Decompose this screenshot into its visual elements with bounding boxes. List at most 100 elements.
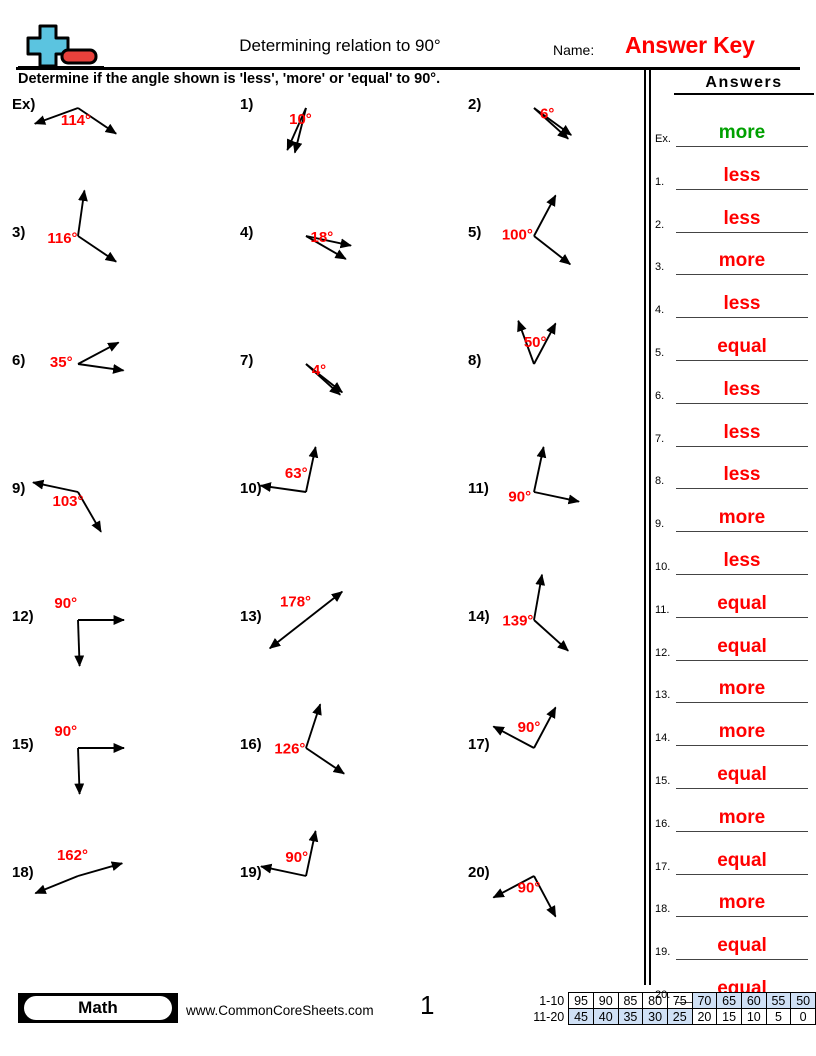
page-footer: Math www.CommonCoreSheets.com 1 1-10 95 90… <box>0 990 816 1056</box>
problem-grid: Ex) 114° 1) 10° 2) 6° 3) 116° 4) 18° 5) 100° 6) 35° 7)… <box>0 88 644 968</box>
answer-value: more <box>718 892 766 914</box>
answer-row-number: 2. <box>655 218 665 231</box>
answer-row-number: 8. <box>655 475 665 488</box>
angle-figure: 63° <box>259 446 442 586</box>
answer-blank-line <box>676 231 808 233</box>
answer-value: more <box>718 122 766 143</box>
problem-item: 6) 35° <box>8 341 218 472</box>
problem-item: 11) 90° <box>464 446 674 600</box>
angle-measure-label: 4° <box>312 362 326 379</box>
answer-value: more <box>718 806 766 828</box>
answer-blank-line <box>676 317 808 319</box>
answer-row: 17. equal <box>652 832 814 875</box>
answer-row-number: 15. <box>655 775 671 787</box>
answer-row-number: 12. <box>655 646 671 659</box>
angle-figure: 90° <box>492 706 670 842</box>
answer-value: less <box>723 550 761 571</box>
answer-value: equal <box>717 935 767 957</box>
answer-blank-line <box>676 702 808 704</box>
page-number: 1 <box>420 990 435 1020</box>
answer-value: equal <box>717 849 767 871</box>
page-title: Determining relation to 90° <box>239 36 441 55</box>
scale-cell: 45 <box>568 1008 594 1025</box>
angle-measure-label: 50° <box>524 334 547 351</box>
subject-badge-label: Math <box>24 996 172 1020</box>
answers-column: Answers Ex. more 1. less 2. less 3. more 4. less 5… <box>652 70 816 1003</box>
problem-number: 8) <box>468 352 482 369</box>
answer-blank-line <box>676 445 808 447</box>
scale-cell: 0 <box>790 1008 816 1025</box>
answer-row-number: 11. <box>655 603 670 616</box>
answer-value: equal <box>717 336 767 357</box>
answer-row: 13. more <box>652 660 814 704</box>
angle-figure: 90° <box>44 594 214 714</box>
angle-figure: 162° <box>34 847 214 970</box>
scale-cell: 30 <box>642 1008 668 1025</box>
answer-blank-line <box>676 274 808 276</box>
answer-value: less <box>723 464 761 486</box>
problem-item: 9) 103° <box>8 472 218 600</box>
answer-row: 12. equal <box>652 618 814 661</box>
angle-measure-label: 35° <box>50 354 73 371</box>
problem-number: 5) <box>468 224 482 241</box>
answer-value: more <box>718 721 766 743</box>
problem-item: 13) 178° <box>236 590 446 728</box>
answer-value: more <box>718 678 766 700</box>
page-header: Determining relation to 90° Name: Answer… <box>0 0 816 70</box>
scale-cell: 65 <box>716 992 742 1009</box>
problem-item: 16) 126° <box>236 703 446 856</box>
problem-item: 12) 90° <box>8 595 218 728</box>
angle-measure-label: 100° <box>502 227 533 244</box>
answer-row: 10. less <box>652 532 814 575</box>
answer-row-number: 3. <box>655 261 665 274</box>
angle-figure: 100° <box>500 194 670 330</box>
answer-row-number: 6. <box>655 389 665 402</box>
answer-row-number: 14. <box>655 732 671 745</box>
angle-measure-label: 90° <box>508 488 531 505</box>
plus-minus-logo-icon <box>18 24 104 68</box>
problem-number: 17) <box>468 736 490 753</box>
angle-measure-label: 6° <box>540 106 554 123</box>
angle-measure-label: 162° <box>57 847 88 864</box>
scale-row-label: 1-10 <box>539 993 565 1008</box>
angle-figure: 35° <box>44 338 214 458</box>
problem-item: 20) 90° <box>464 856 674 984</box>
answer-blank-line <box>676 745 808 747</box>
answer-value: less <box>723 378 761 400</box>
problem-number: 11) <box>468 480 489 497</box>
answer-blank-line <box>676 360 808 361</box>
answer-row: 8. less <box>652 446 814 490</box>
answer-row-number: 9. <box>655 518 665 531</box>
scale-cell: 75 <box>666 992 693 1009</box>
answer-row: 7. less <box>652 404 814 447</box>
answer-value: equal <box>717 635 767 657</box>
answer-row: 6. less <box>652 361 814 404</box>
angle-figure: 10° <box>272 82 442 202</box>
answer-row-number: 4. <box>655 304 665 317</box>
answer-value: less <box>723 293 761 315</box>
site-url: www.CommonCoreSheets.com <box>186 1003 374 1018</box>
angle-figure: 103° <box>32 466 214 586</box>
angle-measure-label: 63° <box>285 465 308 482</box>
angle-measure-label: 116° <box>47 230 77 247</box>
angle-figure: 90° <box>500 446 670 586</box>
answer-blank-line <box>676 873 808 875</box>
problem-number: 9) <box>12 480 26 497</box>
answer-value: less <box>723 421 761 443</box>
answer-row: Ex. more <box>652 104 814 147</box>
problem-number: 20) <box>468 864 490 881</box>
answer-row: 9. more <box>652 489 814 533</box>
problem-item: 1) 10° <box>236 88 446 216</box>
header-divider <box>16 67 800 70</box>
problem-number: 6) <box>12 352 26 369</box>
problem-number: 16) <box>240 736 262 753</box>
answer-blank-line <box>676 188 808 190</box>
scale-cell: 55 <box>765 992 792 1009</box>
scale-cell: 35 <box>617 1008 644 1025</box>
answer-blank-line <box>676 916 808 918</box>
answer-value: less <box>723 207 761 229</box>
angle-measure-label: 10° <box>289 111 312 128</box>
problem-number: 10) <box>240 480 262 497</box>
answer-row: 15. equal <box>652 746 814 789</box>
answer-blank-line <box>676 659 808 661</box>
